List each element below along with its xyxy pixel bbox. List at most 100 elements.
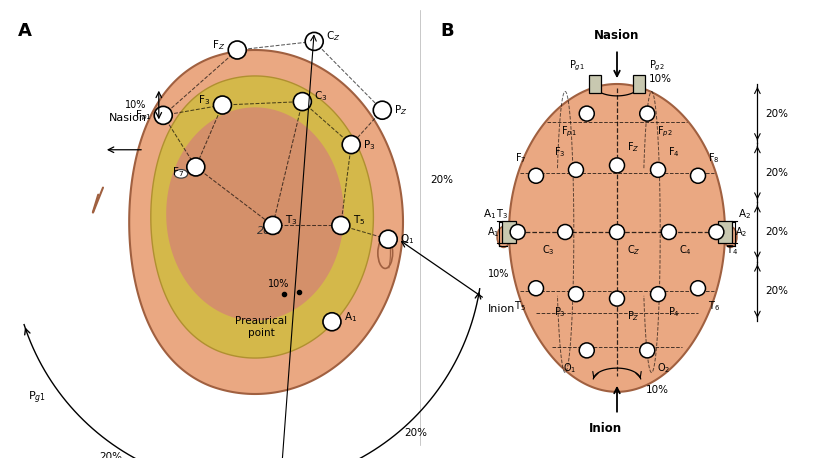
Circle shape xyxy=(528,281,544,296)
Circle shape xyxy=(709,224,724,240)
Circle shape xyxy=(510,224,525,240)
Ellipse shape xyxy=(497,227,510,247)
Text: T$_6$: T$_6$ xyxy=(708,299,720,313)
Text: F$_8$: F$_8$ xyxy=(708,151,720,165)
Circle shape xyxy=(580,343,594,358)
Text: 10%: 10% xyxy=(125,100,147,110)
Polygon shape xyxy=(151,76,374,358)
Circle shape xyxy=(610,158,624,173)
Text: T$_3$: T$_3$ xyxy=(285,213,297,227)
Circle shape xyxy=(264,217,282,234)
Text: Inion: Inion xyxy=(589,422,622,435)
Text: P$_{g2}$: P$_{g2}$ xyxy=(649,59,664,73)
Text: T$_4$: T$_4$ xyxy=(726,243,738,257)
Text: 20%: 20% xyxy=(430,175,453,185)
Text: 20%: 20% xyxy=(765,227,789,237)
Text: O$_1$: O$_1$ xyxy=(563,361,577,375)
Text: F$_{p1}$: F$_{p1}$ xyxy=(561,125,577,139)
Text: C$_4$: C$_4$ xyxy=(679,243,692,257)
Text: F$_3$: F$_3$ xyxy=(554,145,566,159)
Text: 10%: 10% xyxy=(488,269,509,279)
Ellipse shape xyxy=(724,227,737,247)
Polygon shape xyxy=(166,107,344,321)
Text: C$_Z$: C$_Z$ xyxy=(326,29,340,43)
Text: 10%: 10% xyxy=(268,279,289,289)
Text: P$_Z$: P$_Z$ xyxy=(627,310,640,323)
Text: Nasion: Nasion xyxy=(594,29,640,43)
Text: P$_4$: P$_4$ xyxy=(668,305,680,319)
Circle shape xyxy=(690,168,706,183)
Circle shape xyxy=(323,313,341,331)
Circle shape xyxy=(374,101,392,119)
Text: B: B xyxy=(440,22,453,40)
Polygon shape xyxy=(509,84,725,392)
Text: F$_{p2}$: F$_{p2}$ xyxy=(657,125,673,139)
Circle shape xyxy=(690,281,706,296)
Text: F$_3$: F$_3$ xyxy=(199,93,211,107)
Circle shape xyxy=(650,162,666,177)
Text: A$_2$: A$_2$ xyxy=(735,225,747,239)
Text: C$_3$: C$_3$ xyxy=(542,243,555,257)
Text: 10%: 10% xyxy=(646,385,669,395)
Text: 20%: 20% xyxy=(765,168,789,178)
Circle shape xyxy=(640,106,654,121)
Text: A$_1$: A$_1$ xyxy=(344,310,357,323)
Text: A: A xyxy=(18,22,32,40)
Circle shape xyxy=(661,224,676,240)
Bar xyxy=(632,75,645,93)
Text: 20%: 20% xyxy=(404,428,427,438)
Text: A$_1$: A$_1$ xyxy=(487,225,499,239)
Text: T$_5$: T$_5$ xyxy=(352,213,365,227)
Text: F$_{p1}$: F$_{p1}$ xyxy=(134,108,151,123)
Circle shape xyxy=(213,96,231,114)
Circle shape xyxy=(558,224,573,240)
Text: F$_Z$: F$_Z$ xyxy=(212,38,225,52)
Circle shape xyxy=(528,168,544,183)
Text: C$_3$: C$_3$ xyxy=(314,90,328,104)
Text: T$_3$: T$_3$ xyxy=(496,207,508,221)
Text: P$_{g1}$: P$_{g1}$ xyxy=(28,390,46,406)
Circle shape xyxy=(332,217,350,234)
Circle shape xyxy=(293,93,312,110)
Text: C$_Z$: C$_Z$ xyxy=(627,243,641,257)
Text: P$_{g1}$: P$_{g1}$ xyxy=(570,59,585,73)
Bar xyxy=(589,75,602,93)
Text: T$_5$: T$_5$ xyxy=(514,299,526,313)
Text: F$_4$: F$_4$ xyxy=(668,145,680,159)
Text: F$_Z$: F$_Z$ xyxy=(627,141,640,154)
Circle shape xyxy=(580,106,594,121)
Circle shape xyxy=(342,136,361,153)
Text: F$_7$: F$_7$ xyxy=(514,151,526,165)
Circle shape xyxy=(305,33,323,50)
Text: O$_1$: O$_1$ xyxy=(400,232,414,246)
Bar xyxy=(502,221,516,243)
Text: 20%: 20% xyxy=(765,109,789,119)
Text: 20%: 20% xyxy=(257,226,282,235)
Text: O$_2$: O$_2$ xyxy=(657,361,671,375)
Text: P$_Z$: P$_Z$ xyxy=(394,104,408,117)
Circle shape xyxy=(379,230,397,248)
Ellipse shape xyxy=(378,238,392,268)
Circle shape xyxy=(640,343,654,358)
Circle shape xyxy=(568,162,584,177)
Text: Inion: Inion xyxy=(488,304,515,314)
Circle shape xyxy=(650,287,666,302)
Circle shape xyxy=(154,106,173,125)
Text: A$_2$: A$_2$ xyxy=(738,207,751,221)
Circle shape xyxy=(228,41,247,59)
Text: 20%: 20% xyxy=(765,286,789,296)
Text: P$_3$: P$_3$ xyxy=(363,138,375,152)
Circle shape xyxy=(610,291,624,306)
Text: Nasion: Nasion xyxy=(109,113,147,123)
Circle shape xyxy=(568,287,584,302)
Text: A$_1$: A$_1$ xyxy=(483,207,496,221)
Circle shape xyxy=(186,158,205,176)
Polygon shape xyxy=(129,50,403,394)
Text: Preaurical
point: Preaurical point xyxy=(235,316,287,338)
Text: 20%: 20% xyxy=(98,453,122,458)
Circle shape xyxy=(610,224,624,240)
Text: P$_3$: P$_3$ xyxy=(554,305,566,319)
Text: F$_7$: F$_7$ xyxy=(172,165,184,179)
Bar xyxy=(718,221,732,243)
Ellipse shape xyxy=(174,169,188,178)
